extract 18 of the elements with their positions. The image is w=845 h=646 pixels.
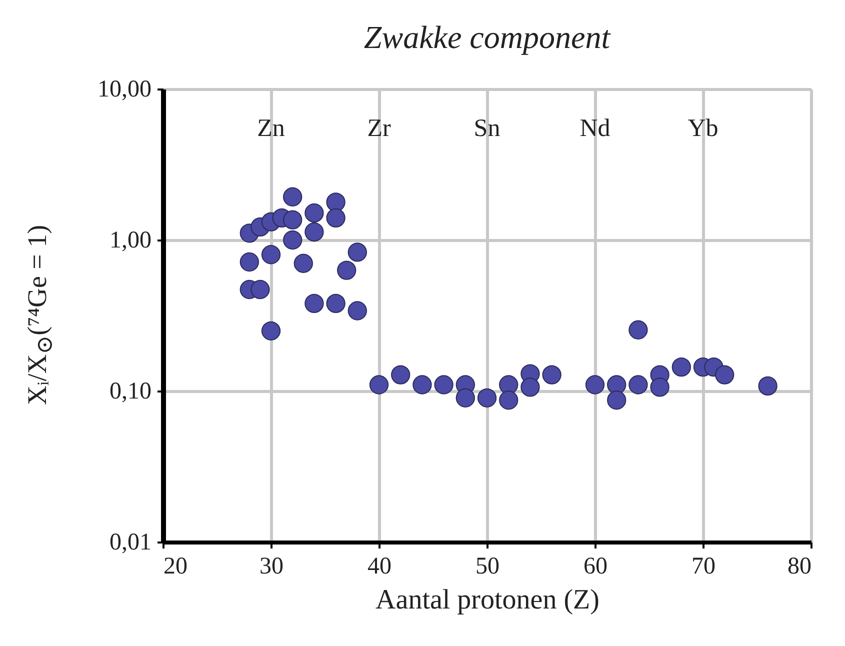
y-tick-label: 0,10	[110, 378, 152, 404]
y-tick-label: 10,00	[98, 76, 152, 102]
annotation: Yb	[688, 115, 718, 142]
x-tick-label: 80	[788, 554, 812, 580]
x-axis-title: Aantal protonen (Z)	[376, 584, 600, 616]
annotation: Nd	[580, 115, 611, 142]
x-tick-label: 70	[692, 554, 716, 580]
annotation: Sn	[474, 115, 501, 142]
y-tick-label: 1,00	[110, 228, 152, 254]
annotation: Zn	[257, 115, 286, 142]
x-tick-label: 50	[476, 554, 500, 580]
chart-title: Zwakke component	[364, 19, 612, 55]
x-tick-label: 40	[368, 554, 392, 580]
x-tick-label: 60	[584, 554, 608, 580]
annotation: Zr	[367, 115, 392, 142]
y-tick-label: 0,01	[110, 530, 152, 556]
x-tick-label: 20	[164, 554, 188, 580]
x-tick-label: 30	[260, 554, 284, 580]
